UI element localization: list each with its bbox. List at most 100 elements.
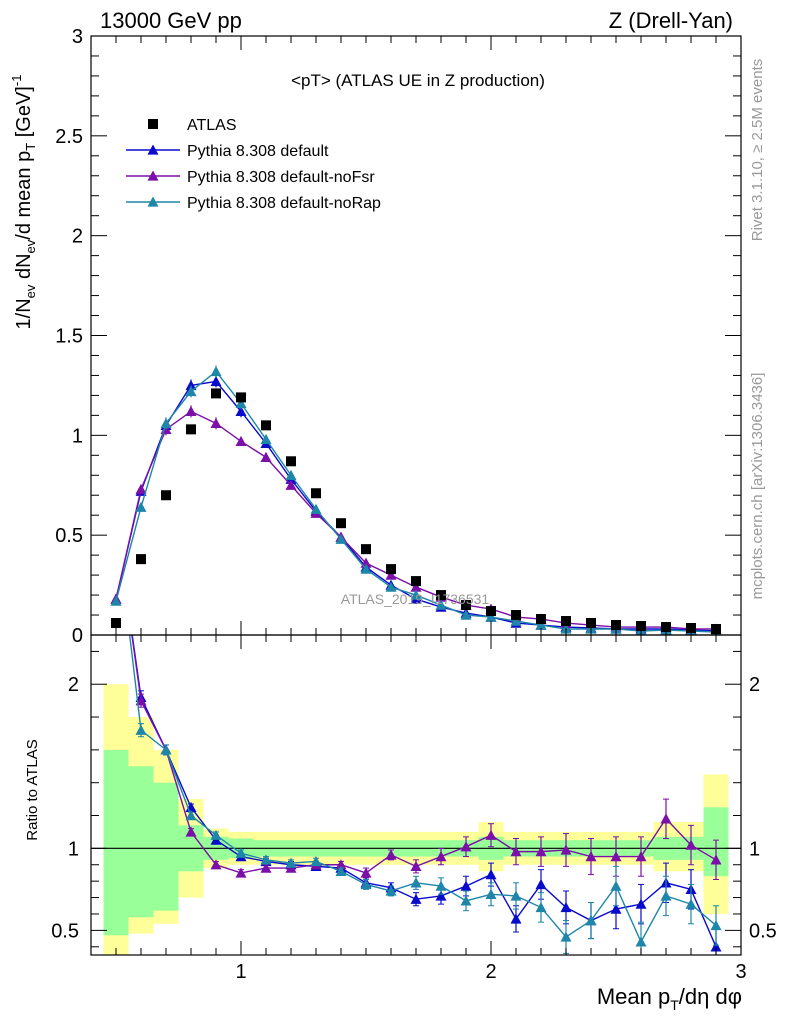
atlas-point xyxy=(286,456,296,467)
ratio-y-tick-label: 0.5 xyxy=(51,920,79,942)
atlas-point xyxy=(411,576,421,587)
atlas-point xyxy=(236,392,246,403)
main-point xyxy=(210,365,222,377)
ratio-point xyxy=(460,895,472,906)
main-point xyxy=(185,405,197,417)
ratio-point xyxy=(510,846,522,857)
ratio-point xyxy=(710,941,722,952)
main-point xyxy=(485,611,497,622)
main-point xyxy=(210,375,222,387)
ratio-point xyxy=(710,919,722,931)
ratio-point xyxy=(635,936,647,947)
ratio-point xyxy=(510,890,522,901)
atlas-point xyxy=(636,621,646,632)
atlas-point xyxy=(261,420,271,431)
ratio-point xyxy=(485,869,497,880)
legend-marker xyxy=(148,119,158,129)
ratio-point xyxy=(560,931,572,942)
ratio-series xyxy=(128,635,722,955)
ratio-point xyxy=(535,901,547,913)
y-tick-label: 0 xyxy=(72,625,83,647)
ratio-point xyxy=(560,844,572,855)
ratio-point xyxy=(235,847,247,858)
main-point xyxy=(460,609,472,620)
x-tick-label: 2 xyxy=(485,961,496,983)
ratio-point xyxy=(585,915,597,926)
main-point xyxy=(285,479,297,490)
rivet-label: Rivet 3.1.10, ≥ 2.5M events xyxy=(749,59,766,242)
main-point xyxy=(160,417,172,429)
ratio-point xyxy=(210,829,222,840)
ratio-point xyxy=(610,903,622,914)
ratio-point xyxy=(585,851,597,862)
main-ylabel: 1/Nev dNev/d mean pT [GeV]-1 xyxy=(9,75,38,330)
ratio-point xyxy=(610,880,622,891)
main-point xyxy=(410,589,422,600)
ratio-point xyxy=(435,880,447,891)
main-point xyxy=(210,417,222,429)
ratio-point xyxy=(660,890,672,901)
legend-label: Pythia 8.308 default xyxy=(187,143,329,160)
legend-marker xyxy=(147,144,159,155)
main-point xyxy=(260,433,272,445)
ratio-point xyxy=(510,913,522,924)
atlas-point xyxy=(536,614,546,625)
main-point xyxy=(360,563,372,574)
ratio-series-line xyxy=(131,635,717,874)
ratio-point xyxy=(185,826,197,837)
ratio-point xyxy=(385,849,397,860)
ratio-point xyxy=(435,851,447,862)
legend-label: ATLAS xyxy=(187,117,237,134)
ratio-point xyxy=(460,841,472,852)
header-right: Z (Drell-Yan) xyxy=(609,8,733,33)
ratio-y-tick-label-right: 1 xyxy=(749,838,760,860)
band-inner-bin xyxy=(153,782,179,911)
main-point xyxy=(235,405,247,417)
atlas-point xyxy=(211,388,221,399)
atlas-point xyxy=(361,544,371,555)
ratio-point xyxy=(635,898,647,909)
ratio-point xyxy=(335,859,347,870)
y-tick-label: 1.5 xyxy=(55,326,83,348)
ratio-point xyxy=(410,893,422,904)
atlas-point xyxy=(161,490,171,501)
y-tick-label: 2.5 xyxy=(55,126,83,148)
ratio-point xyxy=(660,813,672,824)
atlas-point xyxy=(186,424,196,435)
ratio-point xyxy=(410,877,422,888)
ratio-point xyxy=(260,854,272,865)
ratio-y-tick-label-right: 2 xyxy=(749,674,760,696)
mcplots-label: mcplots.cern.ch [arXiv:1306.3436] xyxy=(749,373,766,600)
legend-marker xyxy=(147,196,159,207)
main-point xyxy=(385,581,397,592)
main-point xyxy=(235,397,247,409)
ratio-point xyxy=(685,898,697,909)
ratio-ylabel: Ratio to ATLAS xyxy=(24,739,41,840)
ratio-point xyxy=(160,744,172,755)
x-tick-label: 1 xyxy=(235,961,246,983)
ratio-point xyxy=(235,867,247,878)
legend: ATLAS Pythia 8.308 default Pythia 8.308 de… xyxy=(126,117,381,212)
ratio-point xyxy=(260,862,272,873)
main-point xyxy=(535,619,547,630)
axis-ticks: 00.511.522.530.5 0.51 12 21 2 3 xyxy=(51,26,777,983)
plot-title: <pT> (ATLAS UE in Z production) xyxy=(291,71,545,90)
ratio-point xyxy=(210,859,222,870)
ratio-point xyxy=(435,890,447,901)
main-point xyxy=(110,595,122,606)
y-tick-label: 2 xyxy=(72,226,83,248)
atlas-point xyxy=(661,622,671,633)
ratio-point xyxy=(385,885,397,896)
x-tick-label: 3 xyxy=(735,961,746,983)
ratio-point xyxy=(535,878,547,890)
atlas-point xyxy=(111,618,121,629)
ratio-point xyxy=(685,839,697,850)
atlas-point xyxy=(511,610,521,621)
ratio-point xyxy=(335,865,347,876)
ratio-point xyxy=(535,846,547,857)
main-point xyxy=(285,469,297,480)
atlas-point xyxy=(561,616,571,627)
band-inner-bin xyxy=(103,749,129,936)
main-point xyxy=(510,615,522,626)
ratio-point xyxy=(310,855,322,867)
